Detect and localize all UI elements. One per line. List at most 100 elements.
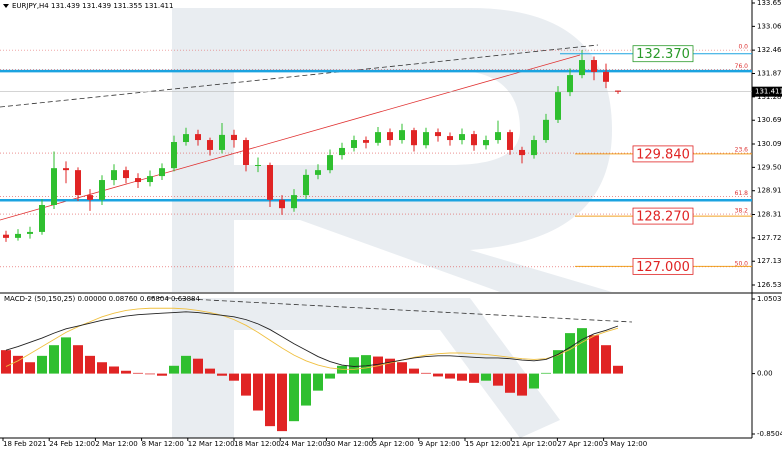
macd-bar [253, 373, 263, 411]
candle-body [615, 90, 621, 92]
candle-body [219, 134, 225, 150]
x-tick-label: 12 Mar 12:00 [188, 440, 235, 448]
candle-body [531, 140, 537, 156]
macd-bar [385, 358, 395, 374]
candle-body [435, 132, 441, 137]
level-box [632, 257, 694, 275]
macd-bar [49, 345, 59, 374]
macd-bar [373, 356, 383, 374]
candle-body [231, 134, 237, 141]
y-tick-label: 127.130 [757, 257, 782, 265]
macd-bar [577, 328, 587, 374]
candle-body [27, 231, 33, 234]
fib-label: 23.6 [735, 147, 749, 154]
y-tick-label: 133.060 [757, 22, 782, 30]
y-tick-label: 127.720 [757, 234, 782, 242]
candle-body [375, 132, 381, 143]
candle-body [75, 170, 81, 196]
macd-bar [133, 372, 143, 374]
candle-body [387, 132, 393, 141]
x-tick-label: 9 Apr 12:00 [419, 440, 460, 448]
macd-bar [73, 345, 83, 374]
x-tick-label: 21 Apr 12:00 [511, 440, 557, 448]
macd-bar [601, 345, 611, 374]
candle-body [555, 92, 561, 120]
fib-label: 0.0 [738, 44, 748, 51]
trend-line-red [0, 54, 581, 221]
candle-body [423, 132, 429, 146]
macd-bar [301, 373, 311, 406]
macd-tick-label: -0.85049 [757, 430, 782, 438]
candle-body [183, 134, 189, 143]
level-label: 128.270 [636, 210, 690, 225]
candle-body [51, 168, 57, 205]
x-tick-label: 24 Mar 12:00 [280, 440, 327, 448]
watermark-bowl [234, 8, 612, 292]
candle-body [63, 168, 69, 171]
macd-bar [505, 373, 515, 393]
macd-bar [217, 373, 227, 376]
macd-bar [277, 373, 287, 432]
macd-bar [229, 373, 239, 381]
y-tick-label: 132.460 [757, 46, 782, 54]
y-tick-label: 128.910 [757, 187, 782, 195]
macd-bar [553, 350, 563, 374]
level-label: 129.840 [636, 147, 690, 162]
candle-body [279, 199, 285, 209]
macd-bar [313, 373, 323, 391]
macd-bar [529, 373, 539, 389]
x-tick-label: 5 Apr 12:00 [373, 440, 414, 448]
macd-signal-line [5, 307, 619, 370]
y-tick-label: 130.690 [757, 116, 782, 124]
candle-body [519, 149, 525, 156]
macd-bar [397, 362, 407, 374]
macd-trend-line [149, 296, 633, 323]
candle-body [483, 140, 489, 146]
candle-body [411, 130, 417, 146]
macd-bar [469, 373, 479, 383]
candle-body [327, 155, 333, 171]
y-tick-label: 131.280 [757, 93, 782, 101]
candle-body [339, 147, 345, 156]
candle-body [39, 204, 45, 232]
candle-body [495, 132, 501, 141]
macd-bar [145, 373, 155, 375]
candle-body [303, 174, 309, 196]
fib-label: 38.2 [735, 208, 749, 215]
x-tick-label: 27 Apr 12:00 [557, 440, 603, 448]
macd-bar [457, 373, 467, 381]
x-tick-label: 2 Mar 12:00 [95, 440, 137, 448]
candle-body [15, 233, 21, 238]
y-tick-label: 130.090 [757, 140, 782, 148]
candle-body [471, 134, 477, 146]
y-tick-label: 126.530 [757, 281, 782, 289]
candle-body [363, 140, 369, 143]
candle-body [123, 170, 129, 179]
level-box [632, 207, 694, 225]
fib-label: 61.8 [735, 190, 749, 197]
header-arrow [3, 4, 9, 8]
macd-bar [85, 355, 95, 374]
fib-label: 76.0 [735, 63, 749, 70]
macd-bar [97, 362, 107, 374]
candle-body [243, 140, 249, 165]
header: EURJPY,H4 131.439 131.439 131.355 131.41… [12, 2, 173, 10]
candle-body [195, 134, 201, 141]
trend-line [0, 44, 599, 108]
candle-body [267, 164, 273, 200]
macd-bar [169, 365, 179, 374]
macd-bar [193, 358, 203, 374]
candle-body [135, 178, 141, 183]
current-price-tag [752, 86, 782, 97]
macd-bar [13, 355, 23, 374]
candle-body [207, 140, 213, 150]
candle-body [147, 176, 153, 183]
candle-body [447, 136, 453, 141]
x-tick-label: 8 Mar 12:00 [142, 440, 184, 448]
macd-bar [157, 373, 167, 376]
candle-body [291, 195, 297, 209]
macd-bar [541, 372, 551, 374]
candle-body [543, 119, 549, 141]
macd-bar [433, 373, 443, 377]
